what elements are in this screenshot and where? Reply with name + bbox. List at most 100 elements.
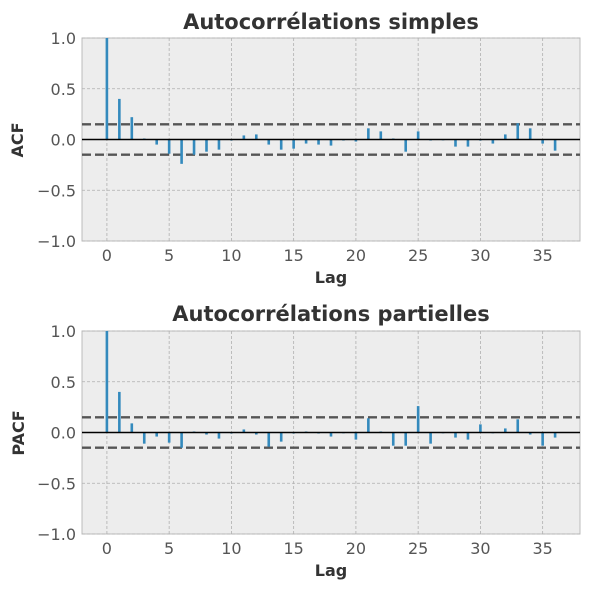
pacf-x-tick-label: 0 <box>102 539 112 558</box>
pacf-confidence-band <box>82 416 580 449</box>
pacf-bar-lag-12 <box>255 432 258 435</box>
pacf-bar-lag-30 <box>479 424 482 433</box>
pacf-bar-lag-36 <box>553 432 557 438</box>
acf-bar-lag-33 <box>516 123 520 140</box>
acf-y-tick-label: −1.0 <box>37 232 76 251</box>
acf-y-tick-label: 0.5 <box>51 80 76 99</box>
pacf-bar-lag-35 <box>541 432 544 446</box>
pacf-bar-lag-13 <box>267 432 271 447</box>
pacf-x-tick-label: 25 <box>408 539 428 558</box>
pacf-bar-lag-21 <box>367 418 370 433</box>
pacf-x-tick-label: 15 <box>283 539 303 558</box>
acf-bar-lag-34 <box>528 128 532 140</box>
acf-bar-lag-24 <box>404 139 407 152</box>
pacf-x-tick-label: 20 <box>346 539 366 558</box>
pacf-x-tick-label: 5 <box>164 539 174 558</box>
pacf-bar-lag-23 <box>391 432 395 446</box>
pacf-y-tick-label: −1.0 <box>37 525 76 544</box>
pacf-title: Autocorrélations partielles <box>172 302 489 326</box>
pacf-y-tick-label: −0.5 <box>37 474 76 493</box>
acf-x-tick-label: 35 <box>532 246 552 265</box>
acf-bar-lag-25 <box>416 131 420 140</box>
pacf-x-axis-label: Lag <box>315 561 347 580</box>
pacf-bar-lag-2 <box>130 423 134 433</box>
acf-x-tick-label: 20 <box>346 246 366 265</box>
acf-bar-lag-4 <box>155 139 158 145</box>
pacf-x-tick-label: 35 <box>532 539 552 558</box>
acf-bar-lag-32 <box>504 134 507 140</box>
pacf-bar-lag-26 <box>429 432 432 444</box>
acf-bar-lag-28 <box>454 139 457 147</box>
acf-x-tick-label: 15 <box>283 246 303 265</box>
acf-bar-lag-31 <box>491 139 495 144</box>
acf-bar-lag-6 <box>180 139 183 164</box>
acf-title: Autocorrélations simples <box>183 10 479 34</box>
acf-bar-lag-17 <box>317 139 320 145</box>
acf-y-ticks: −1.0 −0.5 0.0 0.5 1.0 <box>37 29 76 251</box>
acf-bar-lag-21 <box>367 128 370 140</box>
pacf-y-tick-label: 0.0 <box>51 424 76 443</box>
pacf-bar-lag-4 <box>155 432 158 437</box>
acf-bar-lag-8 <box>205 139 208 152</box>
acf-bar-lag-11 <box>242 135 246 140</box>
pacf-bar-lag-8 <box>205 432 208 435</box>
pacf-bars <box>105 331 557 448</box>
acf-bar-lag-18 <box>329 139 333 146</box>
pacf-bar-lag-24 <box>404 432 407 446</box>
pacf-bar-lag-28 <box>454 432 457 438</box>
acf-x-ticks: 0 5 10 15 20 25 30 35 <box>102 246 553 265</box>
pacf-bar-lag-3 <box>142 432 146 444</box>
acf-panel: 0 5 10 15 20 25 30 35 −1.0 −0.5 0.0 0.5 1.0 Autocor… <box>8 10 581 287</box>
acf-bar-lag-35 <box>541 139 544 144</box>
pacf-bar-lag-9 <box>217 432 221 439</box>
acf-y-tick-label: 1.0 <box>51 29 76 48</box>
pacf-y-axis-label: PACF <box>9 410 28 455</box>
pacf-bar-lag-32 <box>504 428 507 433</box>
pacf-bar-lag-25 <box>416 406 420 433</box>
acf-bar-lag-16 <box>304 139 308 144</box>
pacf-bar-lag-29 <box>466 432 470 440</box>
pacf-bar-lag-5 <box>167 432 171 443</box>
pacf-bar-lag-18 <box>329 432 333 437</box>
acf-bar-lag-36 <box>553 139 557 151</box>
acf-bar-lag-12 <box>255 134 258 140</box>
acf-bar-lag-2 <box>130 117 134 140</box>
pacf-bar-lag-11 <box>242 429 246 433</box>
acf-confidence-band <box>82 123 580 156</box>
acf-x-axis-label: Lag <box>315 268 347 287</box>
acf-bar-lag-9 <box>217 139 221 150</box>
pacf-bar-lag-1 <box>118 391 121 433</box>
acf-x-tick-label: 25 <box>408 246 428 265</box>
pacf-bar-lag-14 <box>279 432 283 442</box>
pacf-panel: 0 5 10 15 20 25 30 35 −1.0 −0.5 0.0 0.5 1.0 Autocor… <box>9 302 581 580</box>
pacf-y-tick-label: 1.0 <box>51 322 76 341</box>
pacf-bar-lag-34 <box>528 432 532 435</box>
pacf-bar-lag-0 <box>105 331 109 433</box>
pacf-bar-lag-6 <box>180 432 183 448</box>
acf-x-tick-label: 0 <box>102 246 112 265</box>
acf-bar-lag-5 <box>167 139 171 154</box>
acf-y-axis-label: ACF <box>8 122 27 157</box>
pacf-x-tick-label: 30 <box>470 539 490 558</box>
acf-y-tick-label: 0.0 <box>51 131 76 150</box>
acf-x-tick-label: 30 <box>470 246 490 265</box>
pacf-x-ticks: 0 5 10 15 20 25 30 35 <box>102 539 553 558</box>
pacf-x-tick-label: 10 <box>221 539 241 558</box>
acf-bar-lag-0 <box>105 38 109 140</box>
acf-bar-lag-7 <box>192 139 196 155</box>
pacf-bar-lag-33 <box>516 419 520 433</box>
acf-bars <box>105 38 557 164</box>
pacf-bar-lag-20 <box>354 432 358 440</box>
acf-bar-lag-1 <box>118 98 121 140</box>
acf-y-tick-label: −0.5 <box>37 181 76 200</box>
acf-bar-lag-14 <box>279 139 283 150</box>
acf-bar-lag-13 <box>267 139 271 145</box>
acf-x-tick-label: 10 <box>221 246 241 265</box>
acf-x-tick-label: 5 <box>164 246 174 265</box>
pacf-y-tick-label: 0.5 <box>51 373 76 392</box>
acf-bar-lag-15 <box>292 139 295 149</box>
acf-bar-lag-22 <box>379 131 383 140</box>
pacf-y-ticks: −1.0 −0.5 0.0 0.5 1.0 <box>37 322 76 544</box>
acf-bar-lag-29 <box>466 139 470 147</box>
